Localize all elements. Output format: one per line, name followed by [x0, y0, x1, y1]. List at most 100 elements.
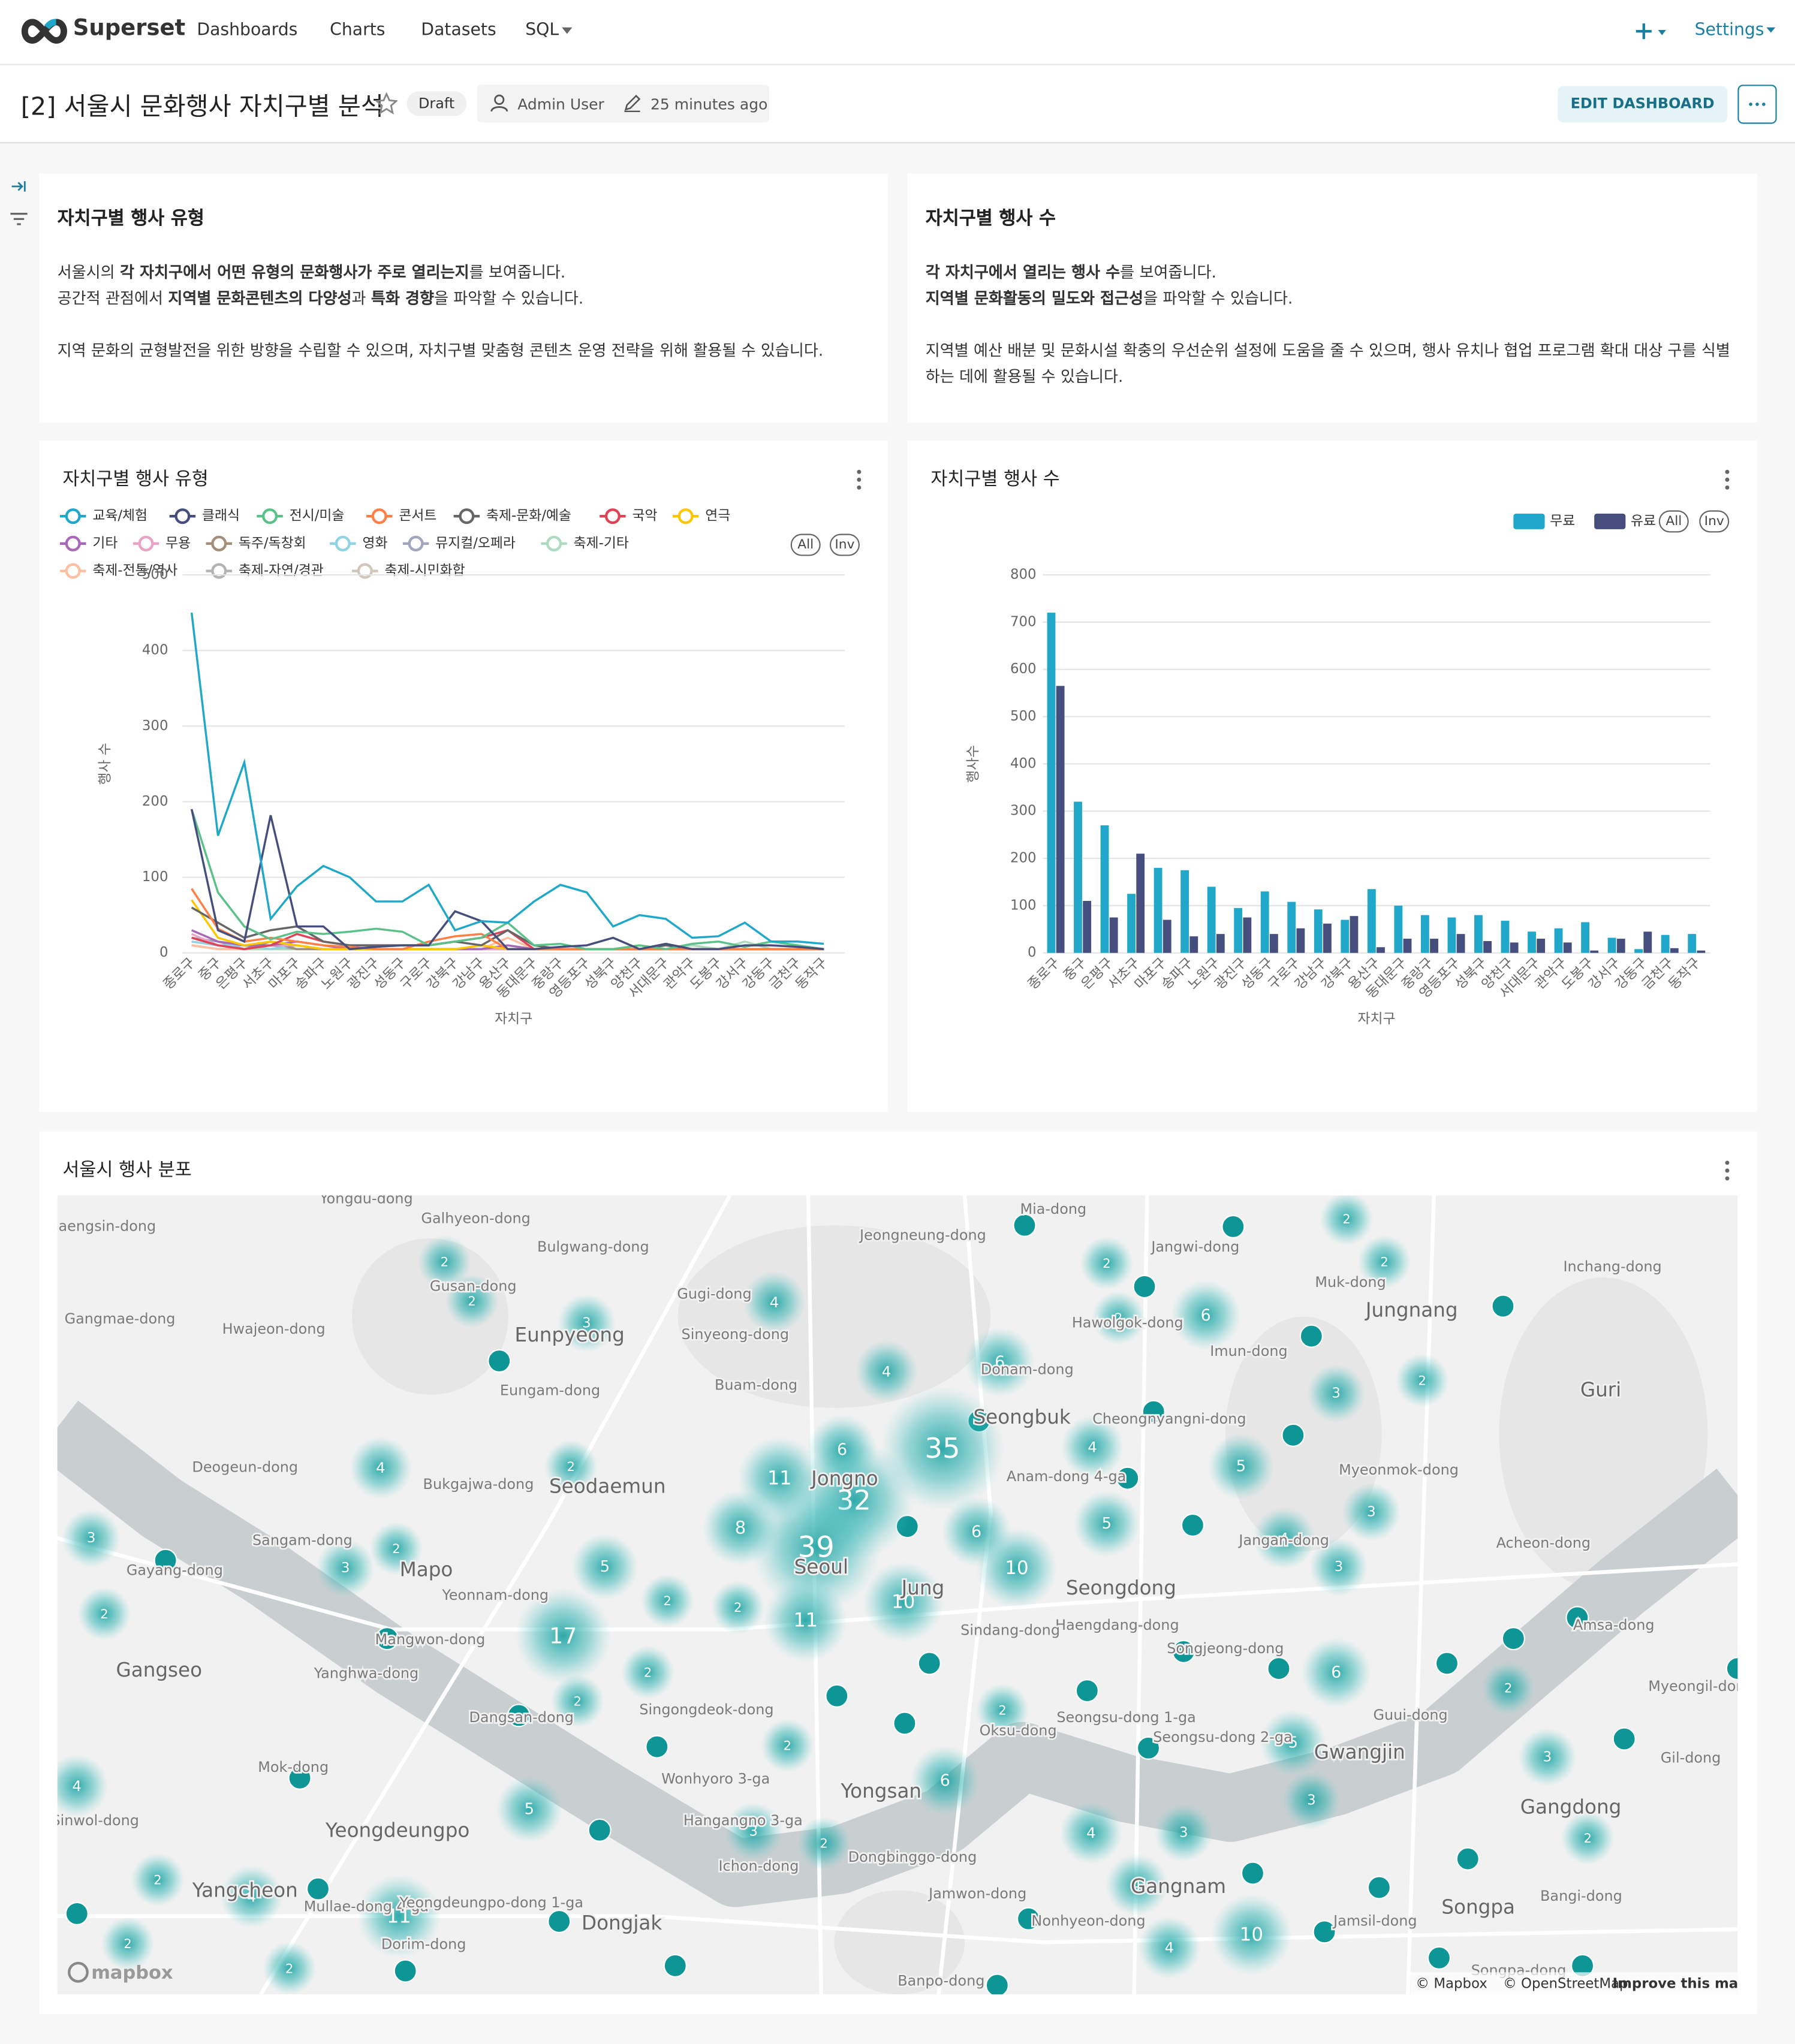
y-tick-label: 800: [1010, 567, 1037, 583]
place-label: Singongdeok-dong: [639, 1701, 773, 1718]
cluster-count: 3: [341, 1560, 350, 1576]
place-label: Anam-dong 4-ga: [1007, 1468, 1126, 1485]
legend-label[interactable]: 국악: [633, 508, 658, 524]
cluster-count: 39: [797, 1530, 835, 1564]
nav-item[interactable]: SQL: [525, 20, 559, 41]
legend-control[interactable]: [829, 533, 860, 556]
bar: [1243, 917, 1252, 953]
place-label: Donam-dong: [981, 1361, 1074, 1378]
cluster: [62, 1509, 121, 1567]
legend-label[interactable]: 축제-시민화합: [384, 563, 465, 578]
cluster: [220, 1865, 283, 1928]
sidebar-icons[interactable]: [9, 179, 30, 231]
add-button[interactable]: [1635, 21, 1669, 42]
event-point: [487, 1349, 511, 1373]
menu-dots[interactable]: [1725, 1160, 1730, 1181]
bar: [1537, 939, 1546, 953]
attribution-bg: [1410, 1972, 1738, 1995]
bar: [1403, 939, 1412, 953]
edit-dashboard-button[interactable]: EDIT DASHBOARD: [1558, 86, 1727, 123]
legend-marker: [211, 535, 227, 551]
legend-marker: [677, 508, 694, 524]
dashboard-header: [2] 서울시 문화행사 자치구별 분석 Draft Admin User 25…: [0, 65, 1795, 144]
bar: [1634, 949, 1643, 953]
legend-label[interactable]: 클래식: [202, 508, 240, 524]
event-point: [663, 1953, 687, 1978]
legend-label[interactable]: 연극: [705, 508, 730, 524]
event-point: [1435, 1651, 1459, 1675]
legend-label[interactable]: 뮤지컬/오페라: [435, 535, 516, 551]
legend-label[interactable]: 유료: [1631, 513, 1656, 529]
paragraph: 지역별 예산 배분 및 문화시설 확충의 우선순위 설정에 도움을 줄 수 있으…: [926, 337, 1740, 390]
dashboard-title[interactable]: [2] 서울시 문화행사 자치구별 분석: [20, 92, 384, 122]
cluster: [1357, 1235, 1411, 1289]
cluster: [807, 1415, 877, 1485]
cluster: [1171, 1280, 1241, 1350]
nav-item[interactable]: Datasets: [421, 20, 496, 41]
legend-label[interactable]: 축제-전통/역사: [92, 563, 177, 578]
place-label: Mapo: [400, 1558, 453, 1581]
bar: [1296, 928, 1305, 953]
legend-marker: [65, 563, 81, 579]
settings-menu[interactable]: Settings: [1694, 20, 1764, 41]
nav-item[interactable]: Dashboards: [197, 20, 298, 41]
place-label: Gil-dong: [1661, 1750, 1721, 1766]
bar: [1430, 939, 1438, 953]
y-axis-label: 행사 수: [98, 743, 113, 785]
legend-control[interactable]: [790, 533, 821, 556]
event-point: [1565, 1606, 1589, 1630]
brand[interactable]: Superset: [73, 16, 186, 42]
mapbox-logo-icon: [68, 1961, 89, 1983]
cluster: [1518, 1728, 1577, 1787]
cluster: [1252, 1506, 1315, 1570]
event-point: [1142, 1400, 1165, 1424]
cluster-count: 2: [124, 1936, 131, 1951]
cluster-count: 6: [995, 1353, 1005, 1371]
place-label: Mullae-dong 4-ga: [304, 1898, 429, 1915]
legend-label[interactable]: 기타: [92, 535, 118, 551]
cluster-count: 5: [1102, 1515, 1112, 1533]
top-nav: Superset Dashboards Charts Datasets SQL …: [0, 0, 1795, 65]
legend-label[interactable]: 전시/미술: [290, 508, 345, 524]
cluster-count: 6: [837, 1440, 847, 1459]
event-point: [1133, 1274, 1156, 1299]
menu-dots[interactable]: [1725, 469, 1730, 490]
map[interactable]: 35 3 2 39 11 6 8 17 10 10 11 6 6 10 11 6 6 6 5 5 5 5 5 4 4 4 4 4 4 4 4…: [46, 1190, 1754, 1997]
legend-label[interactable]: 영화: [362, 535, 387, 551]
attribution: © Mapbox: [1415, 1976, 1487, 1991]
event-point: [1075, 1679, 1099, 1703]
cluster-count: 4: [770, 1294, 779, 1311]
more-button[interactable]: [1737, 85, 1777, 124]
card-body: 서울시의 각 자치구에서 어떤 유형의 문화행사가 주로 열리는지를 보여줍니다…: [58, 260, 872, 390]
legend-label[interactable]: 축제-자연/경관: [239, 563, 324, 578]
cluster-count: 2: [1584, 1831, 1592, 1846]
status-badge[interactable]: Draft: [406, 91, 466, 116]
bar: [1269, 934, 1278, 953]
bar: [1109, 917, 1118, 953]
menu-dots[interactable]: [857, 469, 862, 490]
legend-label[interactable]: 교육/체험: [92, 508, 147, 524]
legend-label[interactable]: 콘서트: [399, 508, 436, 524]
place-label: Sangam-dong: [252, 1532, 353, 1548]
legend-control[interactable]: [1699, 510, 1730, 533]
legend-label[interactable]: 축제-기타: [574, 535, 629, 551]
legend-marker: [546, 535, 562, 551]
cluster: [760, 1719, 814, 1772]
cluster: [764, 1578, 848, 1662]
place-label: Yongsan: [841, 1780, 922, 1802]
place-label: Bangi-dong: [1540, 1888, 1622, 1904]
legend-marker: [408, 535, 424, 551]
legend-label[interactable]: 무용: [165, 535, 191, 551]
place-label: Amsa-dong: [1573, 1617, 1654, 1633]
attribution-link[interactable]: Improve this map: [1613, 1976, 1748, 1991]
legend-label[interactable]: 독주/독창회: [239, 535, 306, 551]
legend-label[interactable]: 무료: [1550, 513, 1575, 529]
cluster: [703, 1490, 778, 1566]
nav-item[interactable]: Charts: [330, 20, 385, 41]
bar: [1643, 931, 1652, 953]
legend-control[interactable]: [1658, 510, 1689, 533]
legend-label[interactable]: 축제-문화/예술: [486, 508, 571, 524]
place-label: Yongdu-dong: [319, 1190, 412, 1207]
place-label: Gusan-dong: [430, 1277, 517, 1294]
favorite-star[interactable]: [375, 92, 398, 115]
